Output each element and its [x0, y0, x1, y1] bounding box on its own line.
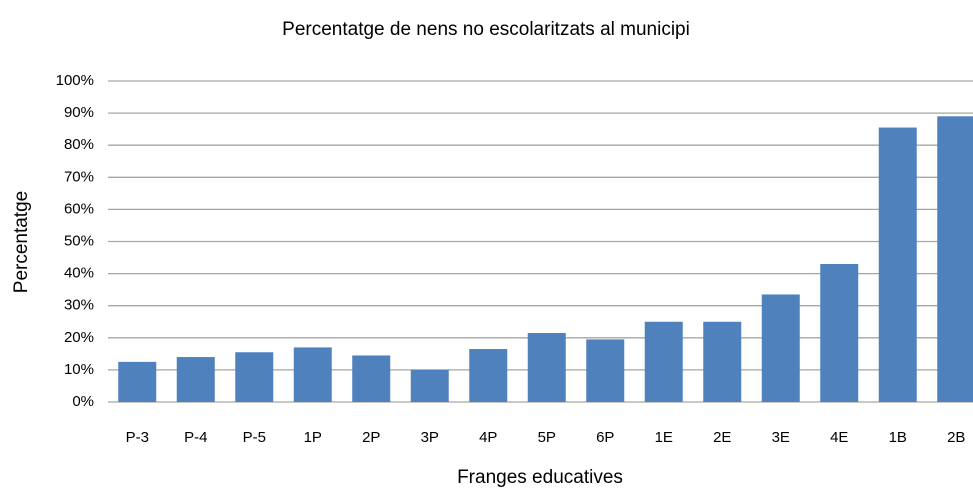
x-tick-label: P-4	[184, 429, 207, 446]
y-axis-title: Percentatge	[11, 191, 32, 293]
bar	[293, 347, 332, 402]
bar	[586, 339, 625, 402]
y-tick-label: 30%	[64, 297, 94, 314]
bar	[878, 127, 917, 403]
bar	[703, 321, 742, 402]
x-tick-label: P-5	[243, 429, 266, 446]
y-tick-label: 100%	[56, 72, 94, 89]
x-tick-label: 1E	[655, 429, 673, 446]
y-tick-label: 70%	[64, 168, 94, 185]
bar	[410, 369, 449, 402]
bar	[235, 352, 274, 402]
x-tick-label: 4P	[479, 429, 497, 446]
y-tick-label: 80%	[64, 136, 94, 153]
bar	[352, 355, 391, 402]
bar	[820, 263, 859, 402]
x-tick-label: 3P	[421, 429, 439, 446]
x-axis-title: Franges educatives	[457, 467, 623, 488]
y-tick-label: 90%	[64, 104, 94, 121]
chart-title: Percentatge de nens no escolaritzats al …	[282, 19, 690, 40]
x-tick-label: 2E	[713, 429, 731, 446]
x-tick-label: 1P	[304, 429, 322, 446]
x-tick-label: 3E	[772, 429, 790, 446]
y-tick-label: 10%	[64, 361, 94, 378]
bar	[644, 321, 683, 402]
bar	[937, 116, 973, 402]
y-tick-label: 50%	[64, 232, 94, 249]
x-tick-label: 2P	[362, 429, 380, 446]
bar	[176, 357, 215, 402]
x-tick-label: 1B	[889, 429, 907, 446]
y-tick-label: 0%	[72, 393, 94, 410]
bar	[761, 294, 800, 402]
x-tick-label: 4E	[830, 429, 848, 446]
x-tick-label: 5P	[538, 429, 556, 446]
x-tick-label: P-3	[126, 429, 149, 446]
x-tick-label: 6P	[596, 429, 614, 446]
bar	[118, 361, 157, 402]
y-tick-label: 20%	[64, 329, 94, 346]
bar	[527, 332, 566, 402]
y-tick-label: 60%	[64, 200, 94, 217]
y-tick-label: 40%	[64, 265, 94, 282]
bar	[469, 349, 508, 402]
x-tick-label: 2B	[947, 429, 965, 446]
